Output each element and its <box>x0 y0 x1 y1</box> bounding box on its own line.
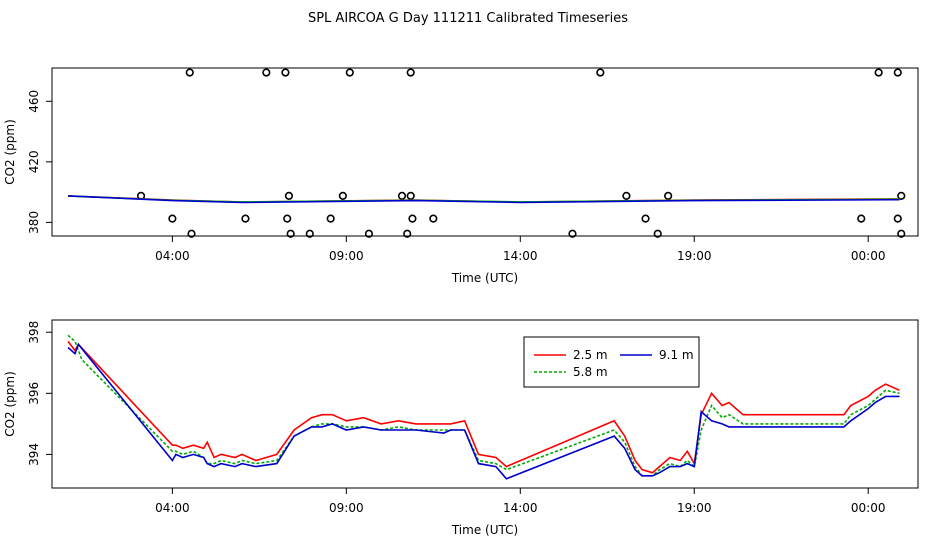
scatter-point <box>897 229 906 238</box>
bot-y-tick-label: 396 <box>27 382 41 405</box>
top-x-tick-label: 04:00 <box>155 249 190 263</box>
scatter-point <box>653 229 662 238</box>
scatter-point <box>664 191 673 200</box>
series-line-5-8-m <box>67 334 900 477</box>
top-y-axis: 380 420 460 <box>27 90 52 234</box>
scatter-point <box>187 229 196 238</box>
scatter-point <box>241 214 250 223</box>
scatter-point <box>596 68 605 77</box>
scatter-point <box>408 214 417 223</box>
scatter-point <box>406 68 415 77</box>
top-y-tick-label: 420 <box>27 150 41 173</box>
scatter-point <box>874 68 883 77</box>
scatter-point <box>893 214 902 223</box>
top-x-tick-label: 19:00 <box>677 249 712 263</box>
scatter-point <box>568 229 577 238</box>
scatter-point <box>326 214 335 223</box>
top-x-tick-label: 14:00 <box>503 249 538 263</box>
scatter-point <box>338 191 347 200</box>
top-x-axis: 04:00 09:00 14:00 19:00 00:00 <box>155 236 886 263</box>
scatter-point <box>857 214 866 223</box>
bot-x-tick-label: 19:00 <box>677 501 712 515</box>
legend-box <box>523 336 700 388</box>
bot-y-tick-label: 398 <box>27 321 41 344</box>
bottom-plot-marks <box>67 334 900 480</box>
bot-x-tick-label: 04:00 <box>155 501 190 515</box>
bot-x-tick-label: 09:00 <box>329 501 364 515</box>
scatter-point <box>305 229 314 238</box>
scatter-point <box>897 191 906 200</box>
scatter-point <box>622 191 631 200</box>
legend-label-9-1m: 9.1 m <box>659 348 694 362</box>
scatter-point <box>262 68 271 77</box>
scatter-point <box>406 191 415 200</box>
scatter-point <box>284 191 294 200</box>
scatter-point <box>893 68 902 77</box>
top-y-tick-label: 460 <box>27 90 41 113</box>
series-line-2-5-m <box>67 340 900 474</box>
scatter-point <box>283 214 292 223</box>
bot-x-tick-label: 00:00 <box>851 501 886 515</box>
bottom-x-axis-label: Time (UTC) <box>451 523 518 537</box>
top-x-tick-label: 00:00 <box>851 249 886 263</box>
bot-x-tick-label: 14:00 <box>503 501 538 515</box>
bottom-y-axis-label: CO2 (ppm) <box>3 371 17 437</box>
scatter-point <box>364 229 374 238</box>
scatter-point <box>397 191 407 200</box>
scatter-point <box>429 214 438 223</box>
series-line-9-1-m <box>67 342 900 480</box>
top-y-axis-label: CO2 (ppm) <box>3 119 17 185</box>
top-panel: 04:00 09:00 14:00 19:00 00:00 380 420 460 Time… <box>3 67 919 285</box>
series-line-9-1-m <box>67 195 900 204</box>
legend-label-2-5m: 2.5 m <box>573 348 608 362</box>
top-x-tick-label: 09:00 <box>329 249 364 263</box>
top-plot-marks <box>67 68 906 238</box>
scatter-point <box>403 229 412 238</box>
top-plot-frame <box>51 67 919 237</box>
bottom-panel: 04:00 09:00 14:00 19:00 00:00 394 396 398 Time… <box>3 319 919 537</box>
bottom-plot-frame <box>51 319 919 489</box>
scatter-point <box>641 214 650 223</box>
legend: 2.5 m 9.1 m 5.8 m <box>523 336 700 388</box>
bottom-x-axis: 04:00 09:00 14:00 19:00 00:00 <box>155 488 886 515</box>
top-y-tick-label: 380 <box>27 211 41 234</box>
bot-y-tick-label: 394 <box>27 443 41 466</box>
top-x-axis-label: Time (UTC) <box>451 271 518 285</box>
legend-label-5-8m: 5.8 m <box>573 365 608 379</box>
scatter-point <box>286 229 295 238</box>
scatter-point <box>345 68 354 77</box>
page-title: SPL AIRCOA G Day 111211 Calibrated Times… <box>308 11 628 26</box>
bottom-y-axis: 394 396 398 <box>27 321 52 466</box>
scatter-point <box>185 68 194 77</box>
scatter-point <box>281 68 290 77</box>
scatter-point <box>168 214 177 223</box>
